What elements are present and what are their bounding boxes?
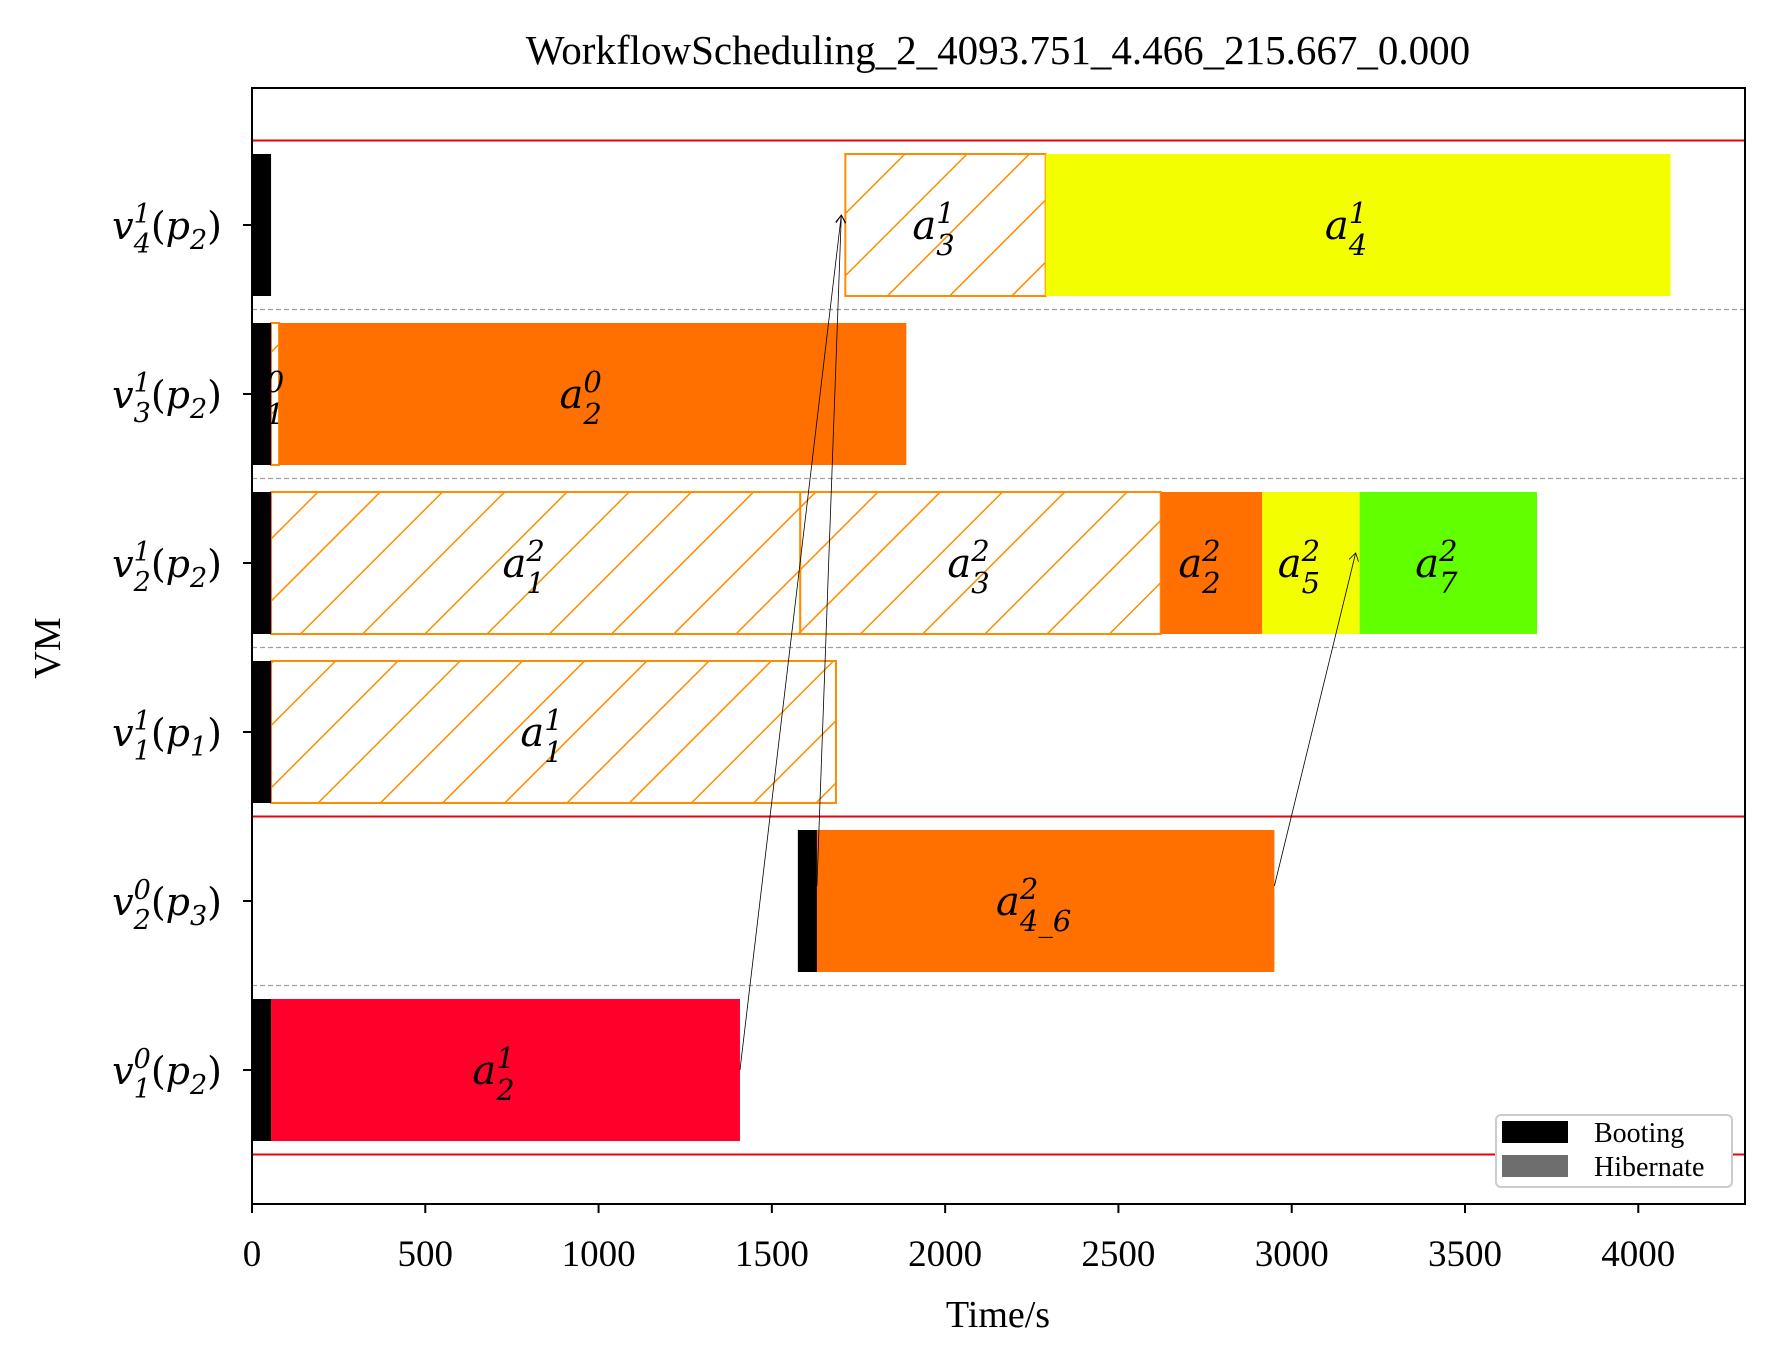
task-label: a0 2 [560, 365, 602, 431]
task-bar-hatched [270, 660, 837, 804]
task-label: a1 4 [1325, 196, 1367, 262]
task-bar-hatched [270, 491, 802, 635]
task-bar-hatched [844, 153, 1047, 297]
legend-label-hibernate: Hibernate [1594, 1152, 1704, 1183]
booting-bar [252, 323, 272, 465]
dependency-arrow [739, 215, 841, 1071]
task-label: a0 1 [242, 365, 284, 431]
task-label: a1 3 [912, 196, 954, 262]
booting-bar [252, 154, 272, 296]
chart-title: WorkflowScheduling_2_4093.751_4.466_215.… [526, 27, 1470, 73]
y-tick-label: v0 1(p2) [112, 1044, 222, 1105]
task-bar [1045, 154, 1671, 296]
x-tick-label: 1500 [735, 1234, 809, 1275]
x-tick-label: 2000 [908, 1234, 982, 1275]
legend-swatch-booting [1502, 1121, 1568, 1143]
legend: Booting Hibernate [1495, 1114, 1733, 1188]
task-bar [271, 999, 740, 1141]
booting-bar [252, 661, 272, 803]
booting-bar [797, 830, 817, 972]
x-tick-label: 1000 [562, 1234, 636, 1275]
task-label: a2 1 [503, 534, 545, 600]
task-bar [1262, 492, 1360, 634]
y-tick-label: v1 2(p2) [112, 537, 222, 598]
x-axis-label: Time/s [946, 1294, 1050, 1336]
task-label: a2 2 [1178, 534, 1220, 600]
x-tick-label: 0 [243, 1234, 262, 1275]
x-tick-label: 2500 [1081, 1234, 1155, 1275]
task-bar-hatched [799, 491, 1162, 635]
y-tick-label: v1 3(p2) [112, 368, 222, 429]
legend-label-booting: Booting [1594, 1118, 1684, 1149]
task-label: a2 3 [947, 534, 989, 600]
booting-bar [252, 999, 272, 1141]
task-label: a1 1 [520, 703, 562, 769]
x-tick-label: 500 [398, 1234, 454, 1275]
y-tick-label: v1 1(p1) [112, 706, 222, 767]
dependency-arrow [1273, 553, 1355, 887]
task-label: a1 2 [472, 1041, 514, 1107]
task-label: a2 4_6 [996, 872, 1071, 939]
x-tick-label: 3000 [1255, 1234, 1329, 1275]
x-tick-label: 4000 [1601, 1234, 1675, 1275]
task-label: a2 5 [1278, 534, 1320, 600]
y-tick-label: v1 4(p2) [112, 199, 222, 260]
task-label: a2 7 [1415, 534, 1458, 600]
task-bar [279, 323, 907, 465]
plot-frame [251, 87, 1746, 1205]
task-bar [816, 830, 1275, 972]
x-tick-label: 3500 [1428, 1234, 1502, 1275]
y-axis-label: VM [27, 617, 69, 678]
legend-swatch-hibernate [1502, 1155, 1568, 1177]
task-bar [1359, 492, 1538, 634]
y-tick-label: v0 2(p3) [112, 875, 222, 936]
booting-bar [252, 492, 272, 634]
task-bar [1160, 492, 1263, 634]
dependency-arrow [816, 215, 841, 887]
